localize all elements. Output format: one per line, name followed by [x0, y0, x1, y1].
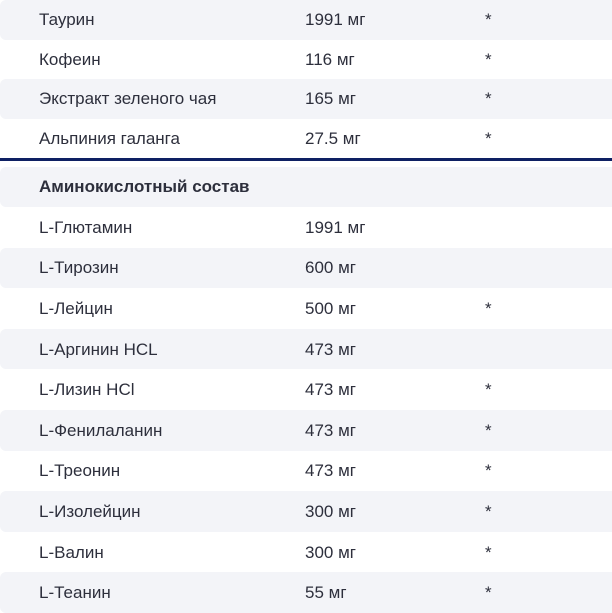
table-row: L-Тирозин 600 мг: [0, 247, 612, 289]
ingredient-amount: 1991 мг: [305, 218, 366, 236]
daily-value-note: *: [485, 129, 492, 147]
table-row: Кофеин 116 мг *: [0, 40, 612, 80]
table-section: Таурин 1991 мг * Кофеин 116 мг * Экстрак…: [0, 0, 612, 158]
ingredient-amount: 500 мг: [305, 300, 356, 318]
ingredient-name: L-Тирозин: [39, 259, 119, 277]
ingredient-name: L-Глютамин: [39, 218, 133, 236]
daily-value-note: *: [485, 584, 492, 602]
table-row: L-Теанин 55 мг *: [0, 572, 612, 613]
daily-value-note: *: [485, 503, 492, 521]
ingredient-name: L-Фенилаланин: [39, 421, 163, 439]
table-row: L-Лизин HCl 473 мг *: [0, 369, 612, 410]
daily-value-note: *: [485, 11, 492, 29]
ingredient-amount: 300 мг: [305, 543, 356, 561]
ingredient-name: L-Изолейцин: [39, 503, 141, 521]
ingredient-name: L-Аргинин HCL: [39, 340, 158, 358]
table-row: L-Лейцин 500 мг *: [0, 288, 612, 329]
ingredient-amount: 165 мг: [305, 90, 356, 108]
daily-value-note: *: [485, 300, 492, 318]
table-row: L-Треонин 473 мг *: [0, 451, 612, 492]
table-row: Альпиния галанга 27.5 мг *: [0, 119, 612, 159]
ingredient-name: Альпиния галанга: [39, 129, 180, 147]
ingredient-amount: 600 мг: [305, 259, 356, 277]
table-row: L-Фенилаланин 473 мг *: [0, 410, 612, 451]
ingredient-amount: 473 мг: [305, 462, 356, 480]
ingredient-name: Экстракт зеленого чая: [39, 90, 217, 108]
ingredient-name: Таурин: [39, 11, 95, 29]
section-divider: [0, 158, 612, 161]
ingredient-amount: 27.5 мг: [305, 129, 361, 147]
daily-value-note: *: [485, 381, 492, 399]
section-header-title: Аминокислотный состав: [39, 178, 250, 196]
table-row: L-Аргинин HCL 473 мг: [0, 328, 612, 370]
table-section: Аминокислотный состав L-Глютамин 1991 мг…: [0, 166, 612, 613]
ingredient-name: L-Теанин: [39, 584, 111, 602]
daily-value-note: *: [485, 421, 492, 439]
ingredient-name: Кофеин: [39, 50, 101, 68]
ingredient-amount: 116 мг: [305, 50, 355, 68]
table-row: L-Изолейцин 300 мг *: [0, 491, 612, 532]
ingredient-name: L-Валин: [39, 543, 104, 561]
table-row: Экстракт зеленого чая 165 мг *: [0, 79, 612, 119]
table-row: Таурин 1991 мг *: [0, 0, 612, 40]
ingredient-amount: 1991 мг: [305, 11, 366, 29]
ingredient-name: L-Лизин HCl: [39, 381, 135, 399]
ingredient-amount: 473 мг: [305, 381, 356, 399]
ingredient-amount: 473 мг: [305, 340, 356, 358]
section-header-row: Аминокислотный состав: [0, 166, 612, 208]
table-row: L-Валин 300 мг *: [0, 532, 612, 573]
ingredient-amount: 473 мг: [305, 421, 356, 439]
ingredient-name: L-Лейцин: [39, 300, 113, 318]
daily-value-note: *: [485, 543, 492, 561]
ingredient-amount: 300 мг: [305, 503, 356, 521]
table-row: L-Глютамин 1991 мг: [0, 207, 612, 248]
ingredient-name: L-Треонин: [39, 462, 121, 480]
daily-value-note: *: [485, 90, 492, 108]
daily-value-note: *: [485, 50, 492, 68]
ingredient-amount: 55 мг: [305, 584, 347, 602]
daily-value-note: *: [485, 462, 492, 480]
